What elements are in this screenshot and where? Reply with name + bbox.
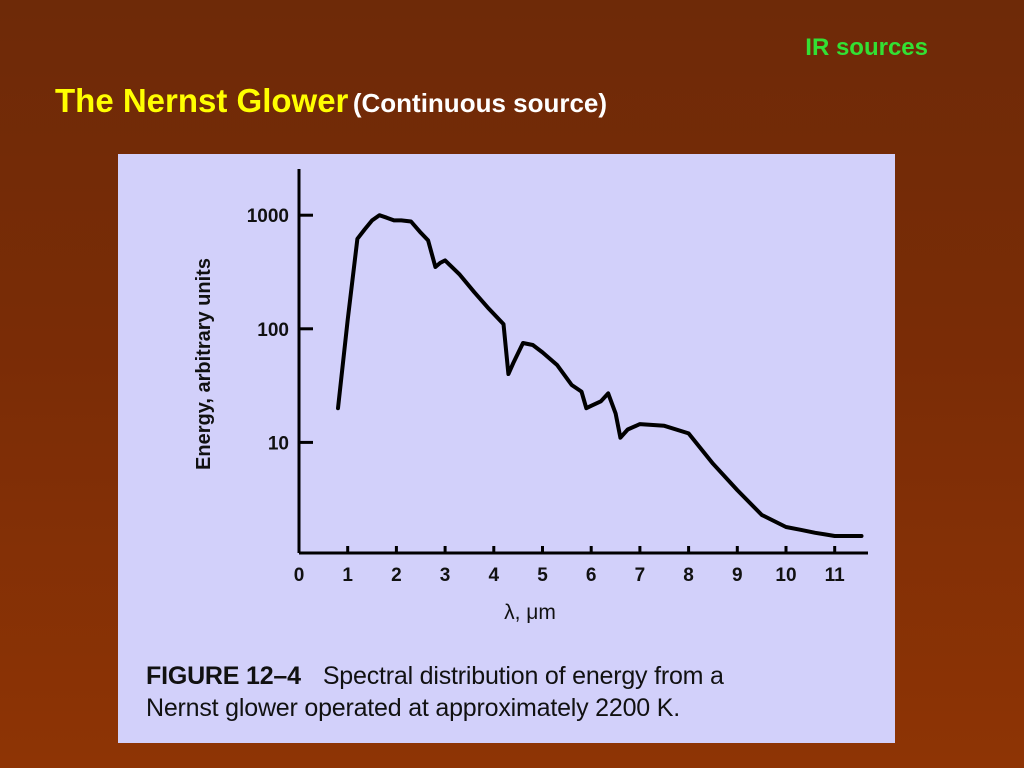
section-label: IR sources [805, 34, 928, 61]
x-tick-label: 3 [440, 565, 451, 586]
x-tick-label: 11 [825, 565, 846, 586]
figure-caption: FIGURE 12–4 Spectral distribution of ener… [146, 660, 724, 724]
x-tick-label: 1 [342, 565, 353, 586]
figure-number: FIGURE 12–4 [146, 662, 301, 690]
figure-panel: 0 1 2 3 4 5 6 7 8 9 10 11 10 100 1000 λ, μm Energy, a… [118, 154, 895, 743]
x-tick-label: 2 [391, 565, 402, 586]
title-subtitle: (Continuous source) [352, 88, 608, 118]
caption-line-2: Nernst glower operated at approximately … [146, 694, 680, 722]
x-ticks: 0 1 2 3 4 5 6 7 8 9 10 11 [294, 546, 845, 586]
x-tick-label: 8 [683, 565, 694, 586]
y-axis-label: Energy, arbitrary units [193, 258, 215, 470]
x-tick-label: 9 [732, 565, 743, 586]
x-tick-label: 4 [489, 565, 500, 586]
slide-title: The Nernst Glower (Continuous source) [55, 82, 607, 120]
x-tick-label: 6 [586, 565, 597, 586]
x-tick-label: 0 [294, 565, 305, 586]
y-tick-label: 10 [268, 433, 289, 454]
chart-axes [297, 169, 868, 555]
x-axis-label: λ, μm [504, 601, 556, 624]
y-ticks: 10 100 1000 [247, 206, 313, 454]
title-main: The Nernst Glower [55, 82, 349, 119]
caption-line-1: Spectral distribution of energy from a [322, 662, 724, 690]
y-tick-label: 1000 [247, 206, 289, 227]
x-tick-label: 10 [775, 565, 796, 586]
energy-curve [336, 213, 864, 538]
x-tick-label: 5 [537, 565, 548, 586]
spectral-chart: 0 1 2 3 4 5 6 7 8 9 10 11 10 100 1000 λ, μm Energy, a… [193, 169, 868, 624]
x-tick-label: 7 [635, 565, 646, 586]
y-tick-label: 100 [257, 320, 289, 341]
